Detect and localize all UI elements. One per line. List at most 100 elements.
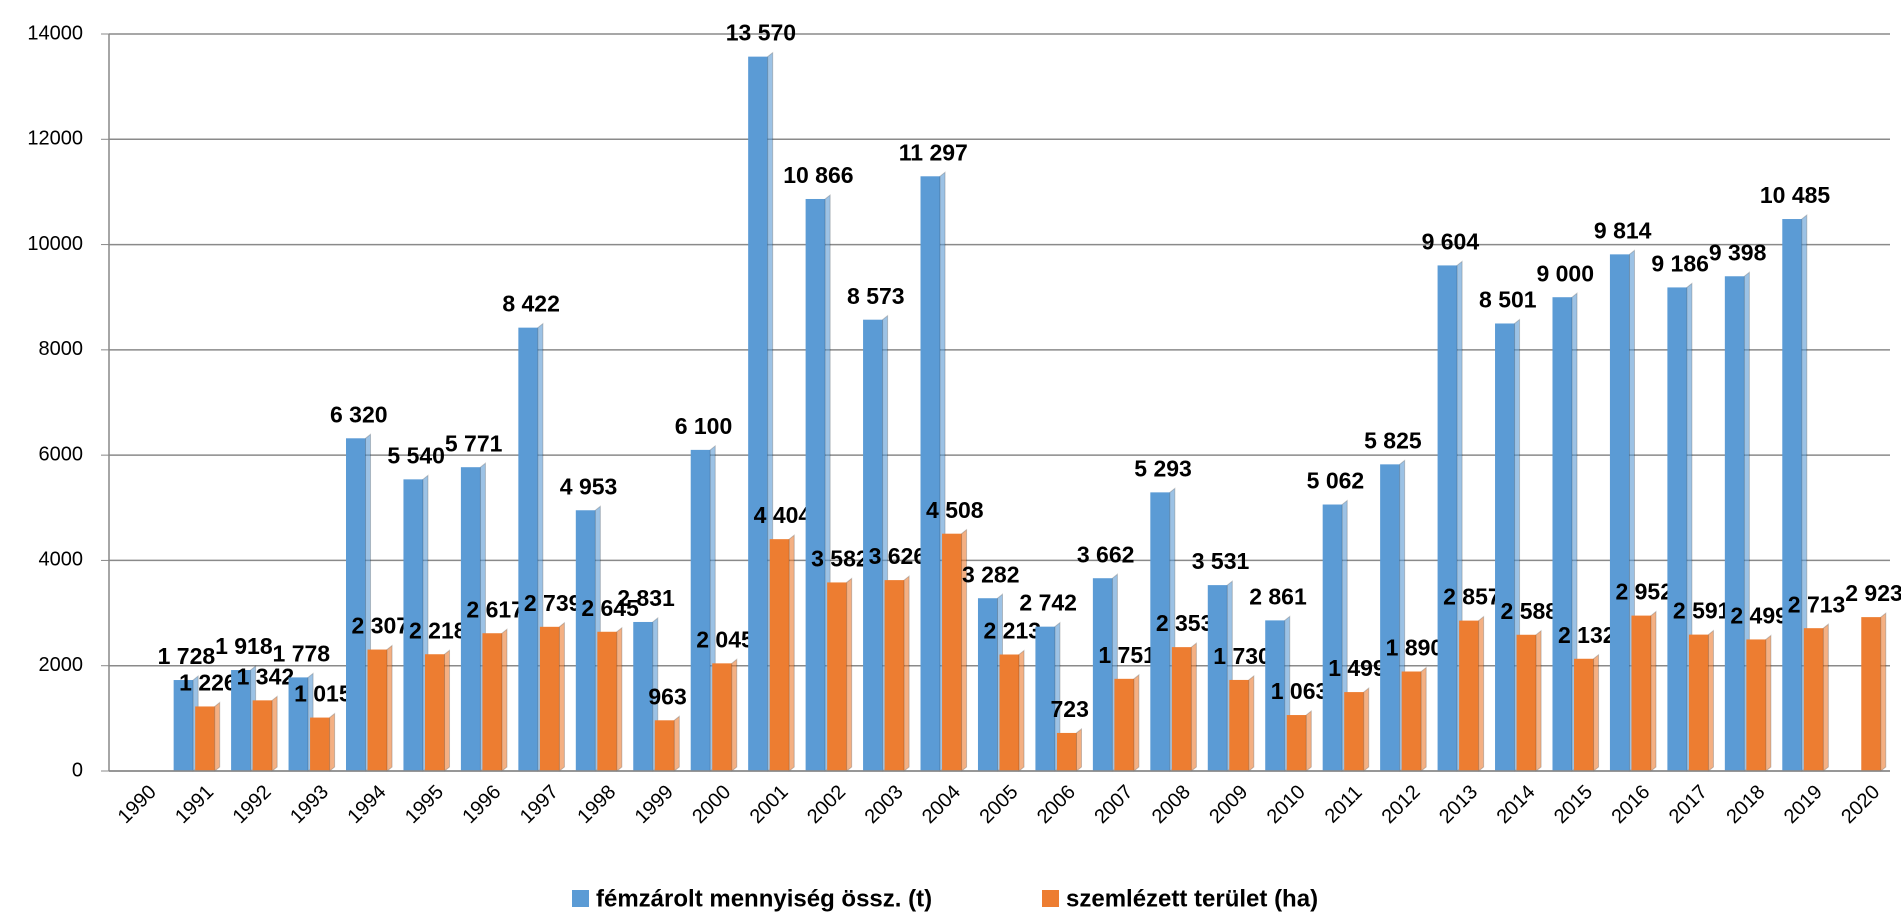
value-label: 2 645 (581, 595, 639, 621)
bar-side (501, 628, 508, 773)
bar-side (1593, 653, 1600, 773)
bar-side (444, 649, 451, 773)
bar-side (1650, 610, 1657, 773)
x-tick-label: 1999 (631, 781, 678, 828)
bar-side (1133, 673, 1140, 773)
value-label: 1 890 (1386, 635, 1444, 661)
value-label: 2 218 (409, 617, 467, 643)
value-label: 3 582 (811, 546, 869, 572)
bar (1401, 671, 1422, 771)
value-label: 2 307 (352, 613, 410, 639)
bar-side (1765, 634, 1772, 773)
x-tick-label: 2012 (1378, 781, 1425, 828)
bar (1322, 504, 1343, 771)
x-tick-label: 2006 (1033, 781, 1080, 828)
bar-side (558, 621, 565, 773)
bar-side (1478, 615, 1485, 773)
bar (345, 438, 366, 771)
value-label: 1 751 (1098, 642, 1156, 668)
x-tick-label: 2007 (1090, 781, 1137, 828)
x-tick-label: 2016 (1607, 781, 1654, 828)
bar-side (903, 575, 910, 773)
x-tick-label: 1995 (401, 781, 448, 828)
bar (748, 56, 768, 772)
bar-side (1305, 710, 1312, 773)
x-tick-label: 2017 (1665, 781, 1712, 828)
bar (1380, 464, 1400, 771)
bar (633, 621, 653, 771)
value-label: 2 617 (466, 596, 524, 622)
x-tick-label: 2008 (1148, 781, 1195, 828)
value-label: 1 499 (1328, 655, 1386, 681)
bar-side (1018, 649, 1025, 773)
value-label: 8 573 (847, 283, 905, 309)
bar (863, 319, 883, 771)
value-label: 9 604 (1422, 228, 1480, 254)
value-label: 11 297 (899, 139, 968, 165)
x-tick-label: 2011 (1321, 782, 1367, 828)
bar (1344, 692, 1364, 771)
bar (1782, 219, 1802, 771)
bar (1229, 679, 1249, 771)
value-label: 4 953 (560, 473, 618, 499)
bar (712, 663, 732, 771)
value-label: 2 045 (696, 626, 754, 652)
value-label: 9 398 (1709, 239, 1767, 265)
bar (1724, 276, 1745, 771)
bar (1631, 615, 1652, 771)
bar-side (329, 712, 336, 773)
value-label: 1 063 (1271, 678, 1329, 704)
value-label: 2 861 (1249, 583, 1307, 609)
bar (288, 677, 309, 771)
y-tick-label: 14000 (27, 22, 83, 44)
bar (231, 670, 251, 771)
bar (805, 198, 826, 771)
value-label: 4 508 (926, 497, 984, 523)
x-tick-label: 2015 (1550, 781, 1597, 828)
value-label: 2 132 (1558, 622, 1616, 648)
bar (460, 467, 481, 771)
x-tick-label: 1993 (286, 781, 333, 828)
bar-side (1822, 623, 1829, 773)
value-label: 13 570 (726, 20, 796, 46)
value-label: 9 814 (1594, 217, 1652, 243)
bar (1552, 297, 1573, 771)
bar-side (1880, 612, 1887, 773)
y-tick-label: 2000 (39, 654, 84, 676)
value-label: 5 540 (387, 442, 445, 468)
bar-side (1363, 687, 1370, 773)
x-tick-label: 1992 (229, 781, 276, 828)
value-label: 2 588 (1501, 598, 1559, 624)
bar (1286, 715, 1307, 771)
value-label: 2 831 (617, 585, 675, 611)
bar (1574, 658, 1594, 771)
bar (827, 582, 847, 771)
y-tick-label: 6000 (39, 443, 84, 465)
value-label: 5 771 (445, 430, 503, 456)
x-tick-label: 2010 (1263, 781, 1310, 828)
x-tick-label: 1990 (114, 781, 161, 828)
legend-label: szemlézett terület (ha) (1066, 885, 1318, 912)
bar-side (214, 701, 221, 773)
bar (884, 580, 905, 771)
x-tick-label: 2001 (746, 781, 793, 828)
bar (920, 176, 941, 771)
bar (195, 706, 215, 771)
x-tick-label: 2003 (861, 781, 908, 828)
x-tick-label: 2019 (1780, 781, 1827, 828)
value-label: 5 293 (1134, 455, 1192, 481)
bar (1056, 732, 1077, 771)
bar (310, 717, 330, 771)
bar (1171, 647, 1192, 771)
bar (1035, 626, 1055, 771)
bar (1803, 628, 1824, 771)
bar (1495, 323, 1515, 771)
x-tick-label: 1994 (344, 781, 391, 828)
bar-side (1248, 674, 1255, 773)
bar (769, 539, 790, 771)
bar-side (961, 528, 968, 773)
legend-swatch (1042, 890, 1059, 907)
value-label: 6 320 (330, 401, 388, 427)
